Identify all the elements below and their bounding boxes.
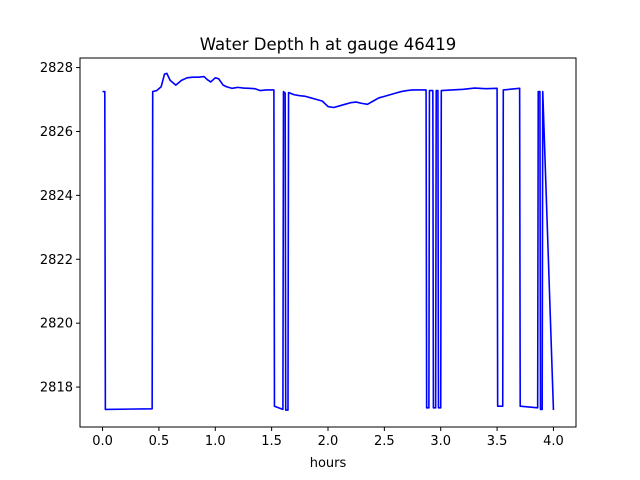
- x-tick-label: 3.0: [430, 434, 451, 449]
- y-tick-label: 2824: [40, 189, 73, 204]
- y-tick-label: 2826: [40, 125, 73, 140]
- series-layer: [102, 72, 555, 411]
- x-axis-ticks: 0.0 0.5 1.0 1.5 2.0 2.5 3.0 3.5 4.0: [92, 427, 564, 449]
- y-tick-label: 2822: [40, 253, 73, 268]
- y-tick-label: 2818: [40, 381, 73, 396]
- chart-title: Water Depth h at gauge 46419: [200, 35, 456, 54]
- x-tick-label: 1.5: [261, 434, 282, 449]
- series-line: [102, 72, 555, 411]
- x-tick-label: 2.0: [318, 434, 339, 449]
- x-tick-label: 1.0: [205, 434, 226, 449]
- y-axis-ticks: 2818 2820 2822 2824 2826 2828: [40, 61, 80, 396]
- x-tick-label: 0.0: [92, 434, 113, 449]
- x-tick-label: 4.0: [543, 434, 564, 449]
- x-tick-label: 3.5: [487, 434, 508, 449]
- x-tick-label: 2.5: [374, 434, 395, 449]
- x-tick-label: 0.5: [149, 434, 170, 449]
- y-tick-label: 2820: [40, 317, 73, 332]
- y-tick-label: 2828: [40, 61, 73, 76]
- x-axis-label: hours: [310, 456, 347, 471]
